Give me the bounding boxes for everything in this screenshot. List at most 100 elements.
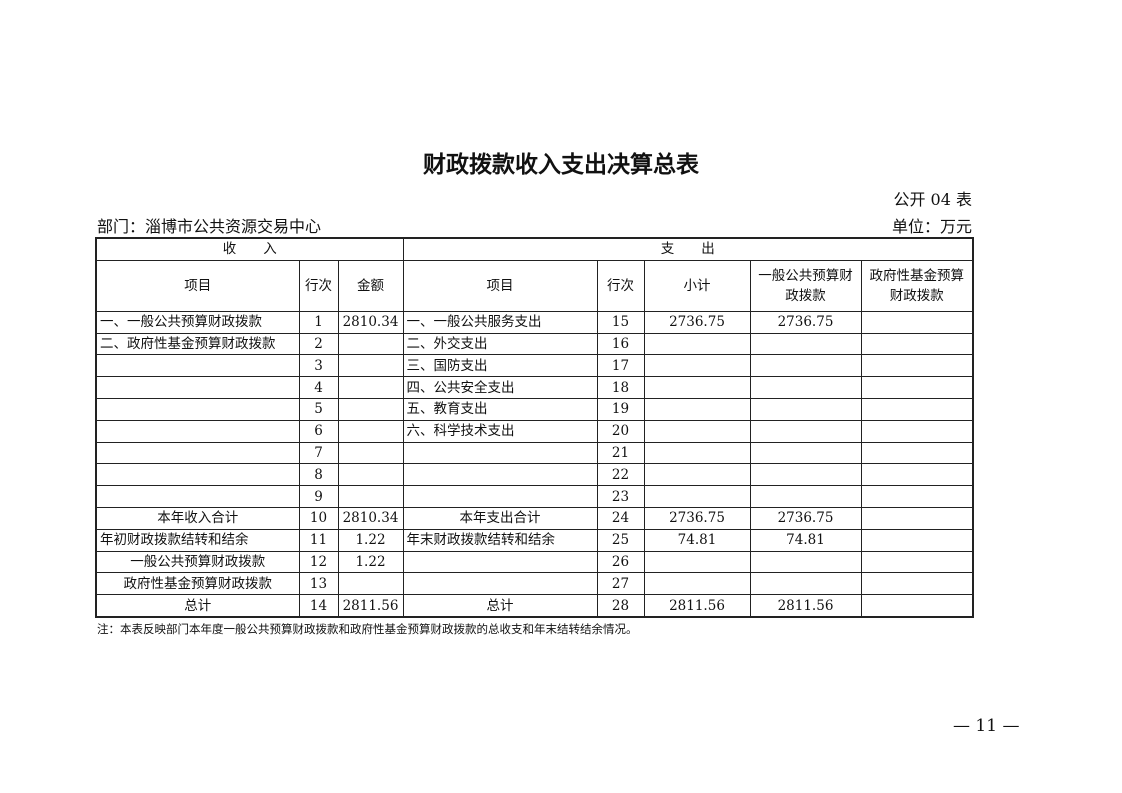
income-item-cell — [95, 376, 300, 399]
expense-line-cell: 24 — [596, 506, 645, 530]
subtotal-cell: 2736.75 — [643, 506, 751, 530]
table-row: 9 23 — [95, 485, 974, 508]
income-line-cell: 11 — [298, 528, 339, 552]
table-row: 5 五、教育支出 19 — [95, 397, 974, 421]
subtotal-cell: 74.81 — [643, 528, 751, 552]
expense-line-cell: 22 — [596, 463, 645, 487]
income-item-cell: 政府性基金预算财政拨款 — [95, 572, 300, 596]
income-item-header: 项目 — [95, 259, 300, 312]
income-header: 收 入 — [95, 237, 404, 261]
expense-item-cell: 本年支出合计 — [402, 506, 598, 530]
table-row: 7 21 — [95, 441, 974, 465]
expense-line-cell: 21 — [596, 441, 645, 465]
subtotal-cell — [643, 419, 751, 443]
income-line-cell: 8 — [298, 463, 339, 487]
expense-item-cell: 年末财政拨款结转和结余 — [402, 528, 598, 552]
general-budget-cell — [749, 354, 862, 378]
general-budget-cell — [749, 376, 862, 399]
expense-item-cell: 总计 — [402, 594, 598, 618]
income-item-cell: 年初财政拨款结转和结余 — [95, 528, 300, 552]
income-item-cell: 本年收入合计 — [95, 506, 300, 530]
subtotal-header: 小计 — [643, 259, 751, 312]
income-item-cell — [95, 419, 300, 443]
general-budget-cell — [749, 441, 862, 465]
general-budget-cell: 2736.75 — [749, 506, 862, 530]
subtotal-cell: 2736.75 — [643, 310, 751, 334]
subtotal-cell: 2811.56 — [643, 594, 751, 618]
expense-item-cell: 五、教育支出 — [402, 397, 598, 421]
income-line-cell: 12 — [298, 550, 339, 574]
general-budget-cell: 74.81 — [749, 528, 862, 552]
income-amount-cell — [337, 463, 404, 487]
table-row: 年初财政拨款结转和结余 11 1.22 年末财政拨款结转和结余 25 74.81 74.81 — [95, 528, 974, 552]
income-amount-cell — [337, 485, 404, 508]
general-budget-cell: 2811.56 — [749, 594, 862, 618]
subtotal-cell — [643, 354, 751, 378]
page-title: 财政拨款收入支出决算总表 — [423, 151, 699, 178]
expense-item-cell — [402, 572, 598, 596]
income-item-cell: 总计 — [95, 594, 300, 618]
subtotal-cell — [643, 463, 751, 487]
expense-line-cell: 28 — [596, 594, 645, 618]
expense-line-cell: 20 — [596, 419, 645, 443]
form-number: 公开 04 表 — [893, 190, 972, 209]
income-amount-cell — [337, 354, 404, 378]
income-item-cell — [95, 397, 300, 421]
table-row: 政府性基金预算财政拨款 13 27 — [95, 572, 974, 596]
subtotal-cell — [643, 572, 751, 596]
table-row: 一般公共预算财政拨款 12 1.22 26 — [95, 550, 974, 574]
fund-budget-cell — [860, 332, 974, 356]
income-amount-cell — [337, 397, 404, 421]
income-amount-cell — [337, 572, 404, 596]
general-budget-cell — [749, 397, 862, 421]
general-budget-cell — [749, 550, 862, 574]
income-amount-cell: 2810.34 — [337, 310, 404, 334]
expense-line-cell: 23 — [596, 485, 645, 508]
expense-line-cell: 25 — [596, 528, 645, 552]
fund-budget-cell — [860, 397, 974, 421]
expense-line-cell: 26 — [596, 550, 645, 574]
general-budget-cell — [749, 463, 862, 487]
general-budget-header: 一般公共预算财政拨款 — [749, 259, 862, 312]
table-row: 8 22 — [95, 463, 974, 487]
expense-item-cell: 一、一般公共服务支出 — [402, 310, 598, 334]
expense-item-cell: 六、科学技术支出 — [402, 419, 598, 443]
expense-line-cell: 15 — [596, 310, 645, 334]
expense-header: 支 出 — [402, 237, 974, 261]
table-row: 4 四、公共安全支出 18 — [95, 376, 974, 399]
expense-item-cell — [402, 485, 598, 508]
income-item-cell — [95, 441, 300, 465]
subtotal-cell — [643, 550, 751, 574]
budget-table: 收 入 支 出 项目 行次 金额 项目 行次 小计 一般公共预算财政拨款 政府性… — [95, 237, 975, 618]
income-line-cell: 2 — [298, 332, 339, 356]
fund-budget-cell — [860, 354, 974, 378]
fund-budget-cell — [860, 528, 974, 552]
income-item-cell: 一般公共预算财政拨款 — [95, 550, 300, 574]
subtotal-cell — [643, 441, 751, 465]
table-row: 3 三、国防支出 17 — [95, 354, 974, 378]
expense-line-cell: 17 — [596, 354, 645, 378]
income-amount-cell — [337, 441, 404, 465]
income-amount-cell — [337, 419, 404, 443]
income-line-cell: 4 — [298, 376, 339, 399]
fund-budget-cell — [860, 572, 974, 596]
expense-item-cell — [402, 550, 598, 574]
fund-budget-cell — [860, 441, 974, 465]
expense-item-cell: 四、公共安全支出 — [402, 376, 598, 399]
income-line-header: 行次 — [298, 259, 339, 312]
unit-label: 单位：万元 — [891, 217, 972, 236]
expense-line-header: 行次 — [596, 259, 645, 312]
income-amount-cell — [337, 332, 404, 356]
expense-line-cell: 27 — [596, 572, 645, 596]
income-line-cell: 13 — [298, 572, 339, 596]
income-item-cell: 一、一般公共预算财政拨款 — [95, 310, 300, 334]
subtotal-cell — [643, 485, 751, 508]
income-item-cell — [95, 463, 300, 487]
table-row: 总计 14 2811.56 总计 28 2811.56 2811.56 — [95, 594, 974, 618]
general-budget-cell: 2736.75 — [749, 310, 862, 334]
table-row: 本年收入合计 10 2810.34 本年支出合计 24 2736.75 2736.75 — [95, 506, 974, 530]
table-row: 二、政府性基金预算财政拨款 2 二、外交支出 16 — [95, 332, 974, 356]
table-row: 6 六、科学技术支出 20 — [95, 419, 974, 443]
expense-item-cell: 二、外交支出 — [402, 332, 598, 356]
general-budget-cell — [749, 572, 862, 596]
